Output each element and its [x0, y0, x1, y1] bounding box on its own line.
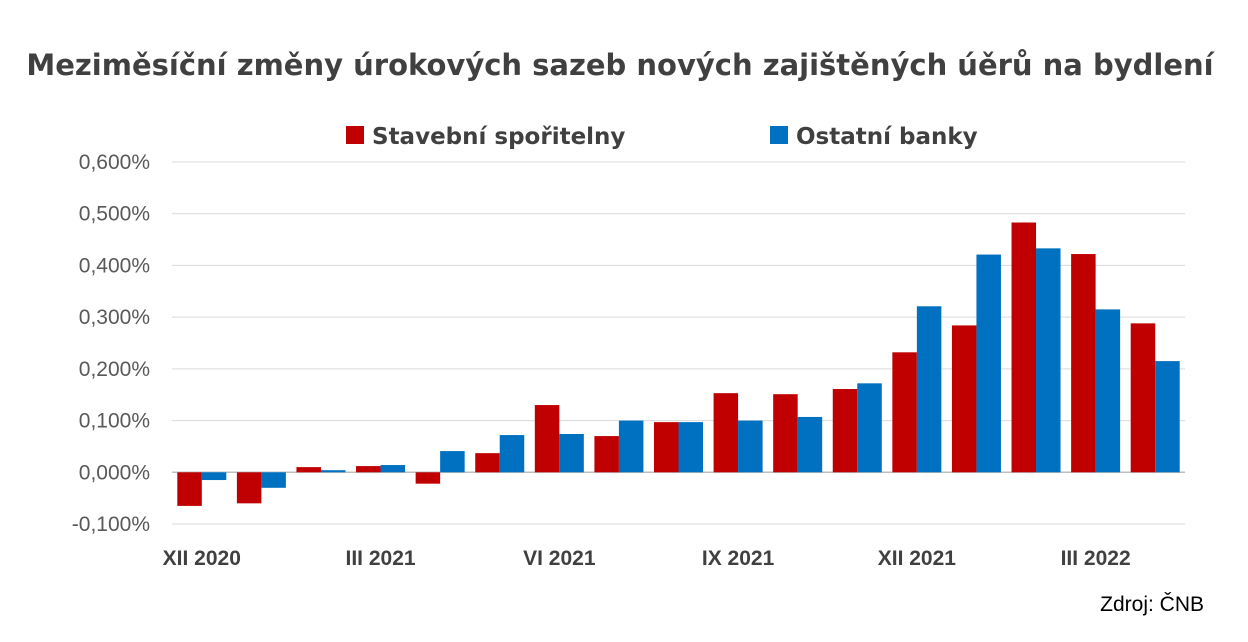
y-axis-ticks: -0,100% 0,000% 0,100% 0,200% 0,300% 0,400% 0,5… [72, 151, 150, 536]
y-tick-label: 0,000% [79, 461, 150, 484]
legend-label-ostatni-banky: Ostatní banky [796, 124, 978, 150]
bar-ostatni-banky-8 [678, 422, 703, 473]
bar-ostatni-banky-12 [916, 306, 942, 473]
bars [177, 222, 1180, 506]
bar-ostatni-banky-16 [1155, 361, 1180, 473]
bar-stavebni-sporitelny-13 [951, 325, 977, 473]
bar-ostatni-banky-7 [618, 420, 644, 473]
bar-stavebni-sporitelny-12 [892, 352, 917, 473]
bar-stavebni-sporitelny-11 [832, 389, 858, 473]
x-tick-label: IX 2021 [702, 547, 775, 570]
bar-stavebni-sporitelny-3 [356, 466, 381, 473]
bar-ostatni-banky-5 [499, 435, 525, 473]
bar-stavebni-sporitelny-6 [534, 405, 560, 473]
bar-ostatni-banky-2 [320, 470, 346, 473]
y-tick-label: -0,100% [72, 513, 150, 536]
bar-stavebni-sporitelny-16 [1130, 323, 1156, 473]
y-tick-label: 0,200% [79, 358, 150, 381]
bar-ostatni-banky-10 [797, 416, 823, 473]
y-tick-label: 0,500% [79, 203, 150, 226]
y-tick-label: 0,600% [79, 151, 150, 174]
bar-stavebni-sporitelny-1 [236, 472, 262, 504]
bar-ostatni-banky-0 [201, 472, 227, 481]
y-tick-label: 0,100% [79, 410, 150, 433]
x-tick-label: VI 2021 [523, 547, 596, 570]
x-tick-label: III 2021 [346, 547, 416, 570]
bar-ostatni-banky-15 [1095, 309, 1121, 473]
bar-ostatni-banky-1 [261, 472, 286, 488]
bar-stavebni-sporitelny-10 [773, 394, 798, 473]
x-axis-ticks: XII 2020 III 2021 VI 2021 IX 2021 XII 2021 II… [163, 547, 1131, 570]
y-tick-label: 0,300% [79, 306, 150, 329]
legend: Stavební spořitelny Ostatní banky [346, 124, 978, 150]
bar-ostatni-banky-13 [976, 254, 1001, 473]
bar-stavebni-sporitelny-9 [713, 393, 739, 473]
legend-label-stavebni-sporitelny: Stavební spořitelny [372, 124, 625, 150]
legend-swatch-ostatni-banky [770, 126, 788, 144]
bar-stavebni-sporitelny-5 [475, 453, 500, 473]
bar-ostatni-banky-4 [440, 451, 465, 473]
chart-title: Meziměsíční změny úrokových sazeb nových… [26, 48, 1215, 82]
bar-stavebni-sporitelny-2 [296, 467, 321, 473]
x-tick-label: XII 2020 [163, 547, 241, 570]
source-note: Zdroj: ČNB [1100, 593, 1204, 616]
x-tick-label: XII 2021 [878, 547, 957, 570]
bar-stavebni-sporitelny-8 [654, 422, 679, 473]
bar-stavebni-sporitelny-0 [177, 472, 202, 506]
bar-stavebni-sporitelny-7 [594, 436, 619, 473]
x-tick-label: III 2022 [1061, 547, 1131, 570]
bar-ostatni-banky-14 [1036, 248, 1061, 473]
bar-ostatni-banky-9 [738, 420, 763, 473]
y-tick-label: 0,400% [79, 254, 150, 277]
bar-ostatni-banky-6 [559, 434, 584, 473]
bar-ostatni-banky-11 [857, 383, 882, 473]
legend-swatch-stavebni-sporitelny [346, 126, 364, 144]
bar-ostatni-banky-3 [380, 465, 406, 473]
bar-stavebni-sporitelny-15 [1071, 254, 1096, 473]
bar-stavebni-sporitelny-14 [1011, 222, 1037, 473]
bar-stavebni-sporitelny-4 [415, 472, 441, 484]
